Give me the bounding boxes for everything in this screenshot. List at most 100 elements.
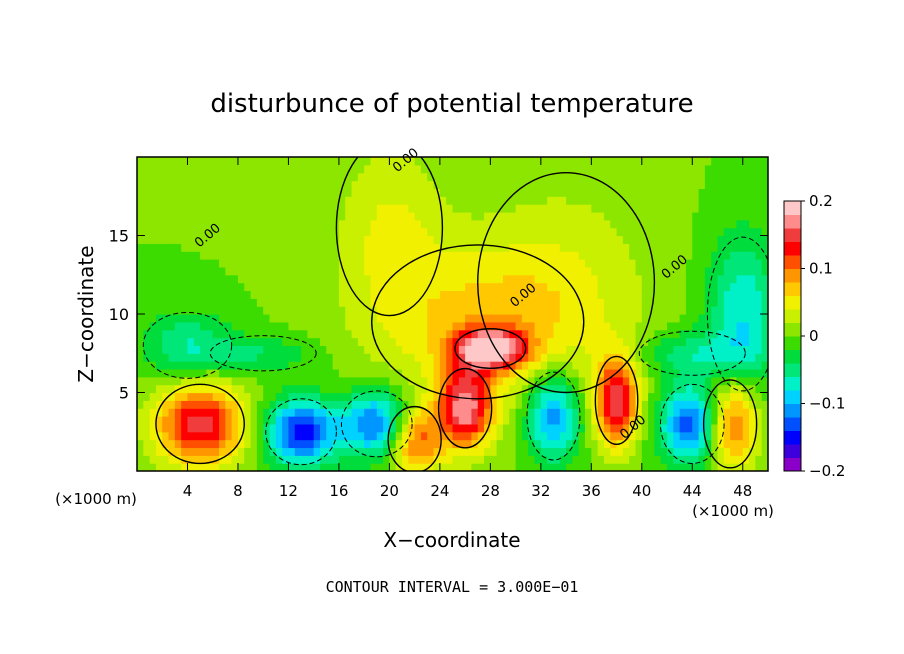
heatmap-cell [200, 274, 208, 284]
heatmap-cell [351, 188, 359, 197]
heatmap-cell [521, 204, 529, 213]
heatmap-cell [755, 282, 763, 292]
heatmap-cell [137, 439, 144, 449]
heatmap-cell [585, 345, 592, 354]
heatmap-cell [635, 290, 643, 299]
heatmap-cell [704, 368, 712, 378]
heatmap-cell [332, 180, 340, 189]
heatmap-cell [717, 204, 725, 213]
heatmap-cell [477, 219, 485, 229]
heatmap-cell [553, 439, 561, 449]
heatmap-cell [149, 392, 157, 401]
heatmap-cell [698, 423, 706, 433]
heatmap-cell [162, 321, 170, 331]
heatmap-cell [357, 180, 365, 189]
heatmap-cell [231, 329, 239, 339]
heatmap-cell [231, 290, 239, 299]
heatmap-cell [540, 345, 548, 354]
heatmap-cell [439, 196, 447, 205]
colorbar-swatch [784, 309, 801, 323]
heatmap-cell [357, 290, 365, 299]
heatmap-cell [502, 219, 510, 229]
heatmap-cell [622, 298, 630, 307]
heatmap-cell [610, 274, 618, 284]
heatmap-cell [427, 423, 435, 433]
heatmap-cell [635, 188, 643, 197]
heatmap-cell [212, 164, 220, 174]
heatmap-cell [723, 243, 731, 252]
heatmap-cell [439, 439, 447, 449]
heatmap-cell [351, 353, 359, 362]
heatmap-cell [149, 196, 157, 205]
heatmap-cell [515, 384, 523, 394]
heatmap-cell [477, 188, 485, 197]
heatmap-cell [755, 172, 763, 182]
heatmap-cell [250, 306, 258, 315]
heatmap-cell [370, 329, 378, 339]
heatmap-cell [420, 188, 428, 197]
heatmap-cell [319, 164, 327, 174]
heatmap-cell [389, 180, 397, 189]
heatmap-cell [326, 164, 334, 174]
heatmap-cell [496, 157, 504, 166]
heatmap-cell [742, 243, 750, 252]
heatmap-cell [730, 243, 738, 252]
heatmap-cell [231, 447, 239, 456]
heatmap-cell [553, 282, 561, 292]
heatmap-cell [137, 392, 144, 401]
heatmap-cell [155, 282, 163, 292]
heatmap-cell [408, 196, 416, 205]
heatmap-cell [420, 298, 428, 307]
heatmap-cell [603, 439, 611, 449]
heatmap-cell [162, 227, 170, 237]
heatmap-cell [654, 282, 662, 292]
heatmap-cell [502, 345, 510, 354]
heatmap-cell [654, 368, 662, 378]
heatmap-cell [660, 266, 668, 276]
heatmap-cell [736, 392, 744, 401]
heatmap-cell [351, 172, 359, 182]
heatmap-cell [521, 447, 529, 456]
heatmap-cell [484, 345, 491, 354]
heatmap-cell [490, 235, 498, 244]
heatmap-cell [547, 376, 555, 386]
heatmap-cell [578, 282, 586, 292]
heatmap-cell [685, 306, 693, 315]
heatmap-cell [704, 243, 712, 252]
heatmap-cell [193, 196, 201, 205]
heatmap-cell [458, 463, 466, 471]
heatmap-cell [143, 196, 151, 205]
heatmap-cell [711, 243, 719, 252]
heatmap-cell [301, 211, 308, 221]
heatmap-cell [187, 219, 195, 229]
heatmap-cell [219, 298, 226, 307]
heatmap-cell [174, 172, 182, 182]
heatmap-cell [755, 274, 763, 284]
heatmap-cell [534, 353, 542, 362]
heatmap-cell [528, 408, 536, 417]
heatmap-cell [698, 227, 706, 237]
heatmap-cell [528, 337, 536, 346]
heatmap-cell [282, 463, 290, 471]
heatmap-cell [534, 274, 542, 284]
heatmap-cell [452, 416, 460, 425]
heatmap-cell [244, 368, 252, 378]
heatmap-cell [566, 345, 573, 354]
heatmap-cell [231, 423, 239, 433]
heatmap-cell [667, 392, 674, 401]
heatmap-cell [319, 455, 327, 464]
heatmap-cell [458, 384, 466, 394]
heatmap-cell [282, 361, 290, 370]
heatmap-cell [414, 157, 422, 166]
heatmap-cell [685, 439, 693, 449]
heatmap-cell [200, 423, 208, 433]
heatmap-cell [704, 306, 712, 315]
heatmap-cell [162, 361, 170, 370]
heatmap-cell [553, 408, 561, 417]
heatmap-cell [250, 353, 258, 362]
heatmap-cell [458, 196, 466, 205]
heatmap-cell [761, 282, 768, 292]
heatmap-cell [446, 400, 454, 409]
heatmap-cell [749, 439, 756, 449]
heatmap-cell [313, 282, 321, 292]
